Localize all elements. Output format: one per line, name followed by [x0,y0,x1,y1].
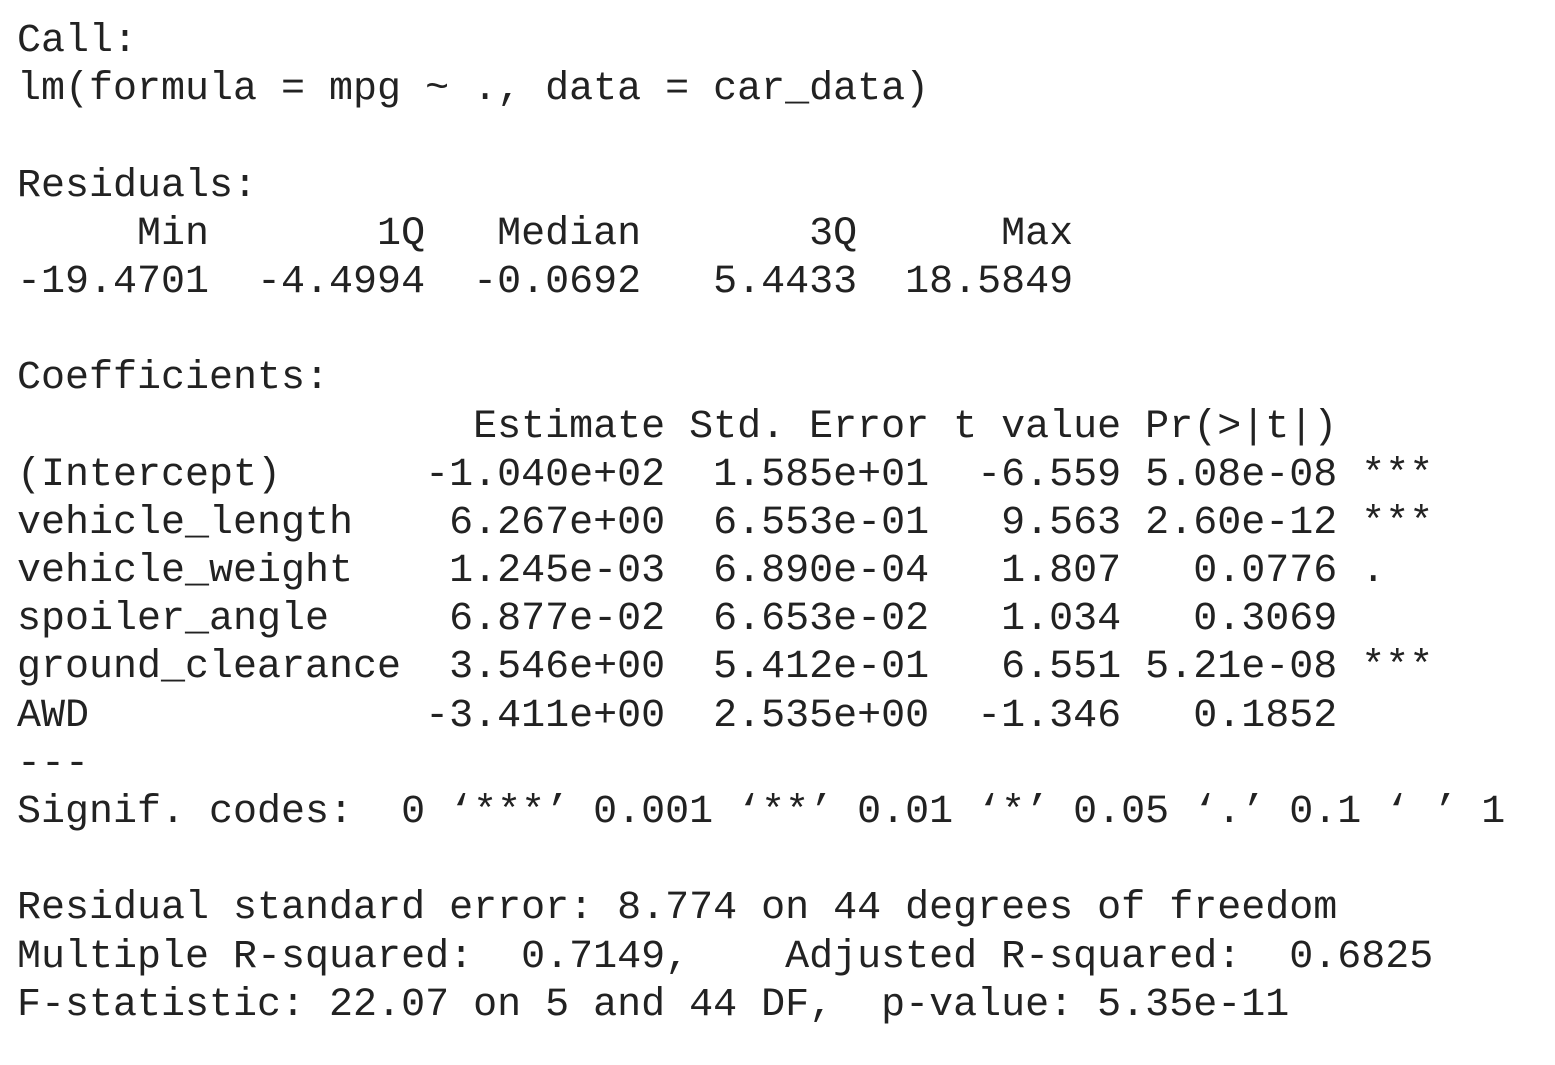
significance-codes: Signif. codes: 0 ‘***’ 0.001 ‘**’ 0.01 ‘… [17,790,1506,835]
coefficient-row-vehicle-length: vehicle_length 6.267e+00 6.553e-01 9.563… [17,500,1434,546]
blank-line [17,307,1505,355]
regression-summary-output: Call: lm(formula = mpg ~ ., data = car_da… [17,18,1505,1030]
coefficients-header: Coefficients: [17,356,330,402]
coefficient-row-awd: AWD -3.411e+00 2.535e+00 -1.346 0.1852 [17,693,1434,739]
coefficient-row-spoiler-angle: spoiler_angle 6.877e-02 6.653e-02 1.034 … [17,597,1434,643]
coefficient-row-vehicle-weight: vehicle_weight 1.245e-03 6.890e-04 1.807… [17,549,1434,595]
coefficients-column-headers: Estimate Std. Error t value Pr(>|t|) [17,404,1434,450]
blank-line [17,837,1505,885]
coefficient-row-intercept: (Intercept) -1.040e+02 1.585e+01 -6.559 … [17,452,1434,498]
coefficient-row-ground-clearance: ground_clearance 3.546e+00 5.412e-01 6.5… [17,645,1434,691]
call-formula: lm(formula = mpg ~ ., data = car_data) [17,67,930,113]
residuals-values: -19.4701 -4.4994 -0.0692 5.4433 18.5849 [17,259,1098,305]
residuals-header: Residuals: [17,163,258,209]
blank-line [17,114,1505,162]
residual-standard-error: Residual standard error: 8.774 on 44 deg… [17,886,1338,932]
separator-line: --- [17,741,90,787]
residuals-column-headers: Min 1Q Median 3Q Max [17,211,1098,257]
r-squared-summary: Multiple R-squared: 0.7149, Adjusted R-s… [17,934,1458,980]
call-header: Call: [17,19,138,64]
f-statistic-summary: F-statistic: 22.07 on 5 and 44 DF, p-val… [17,982,1290,1028]
